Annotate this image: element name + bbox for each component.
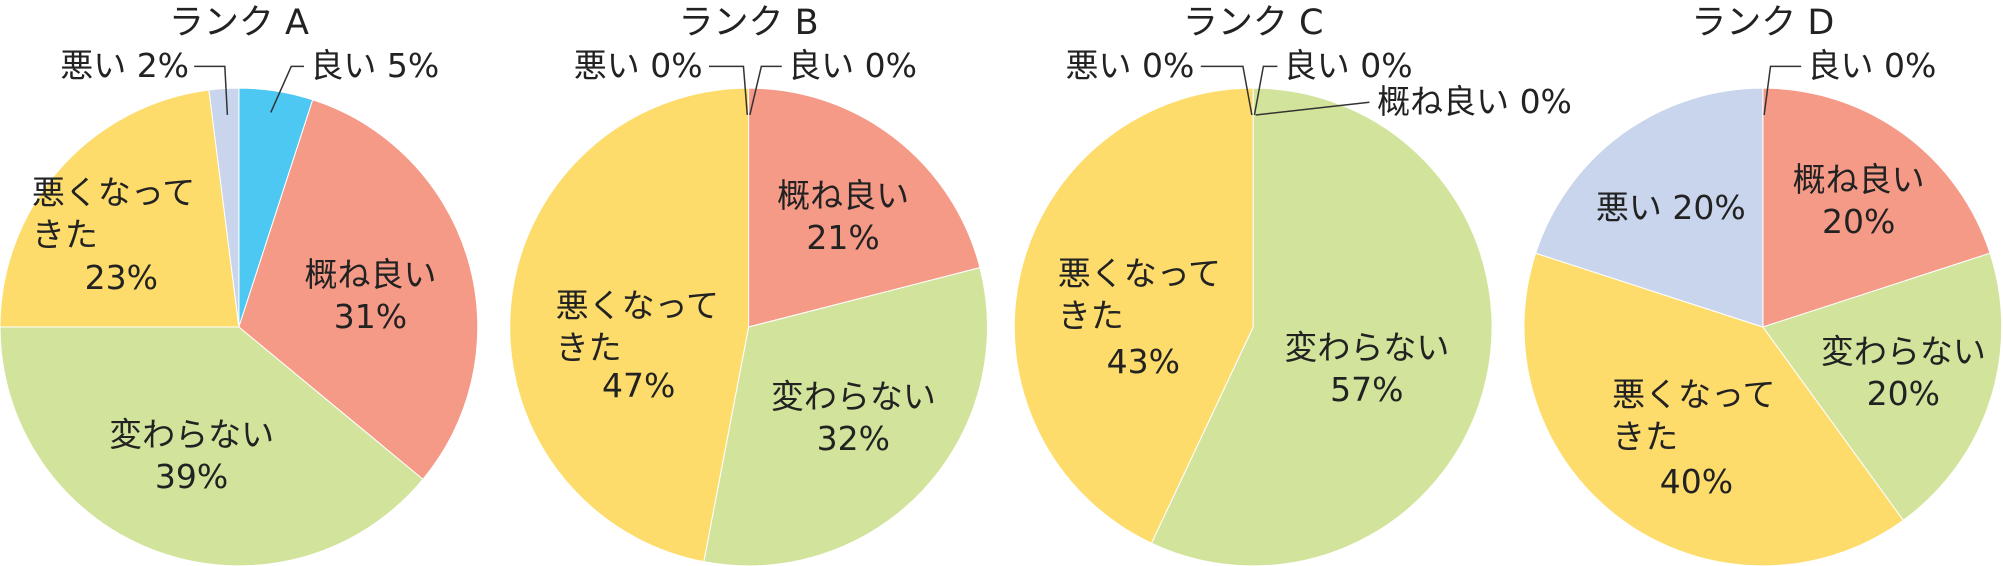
slice-value: 23% xyxy=(85,257,158,299)
slice-label: 概ね良い 0% xyxy=(1377,81,1572,123)
category-label: 悪い xyxy=(1595,188,1662,228)
value-label: 20% xyxy=(1672,188,1746,228)
category-label: 悪くなってきた xyxy=(555,285,720,367)
pie-slice xyxy=(509,87,750,563)
value-label: 0% xyxy=(1360,46,1413,86)
pie-slice xyxy=(238,99,479,480)
slice-label: 悪い 0% xyxy=(574,45,703,87)
slice-label: 変わらない 57% xyxy=(1284,327,1449,411)
slice-label: 変わらない 39% xyxy=(109,414,274,498)
value-label: 0% xyxy=(1519,82,1572,122)
category-label: 悪い xyxy=(60,46,127,86)
slice-label: 悪くなってきた xyxy=(32,172,207,256)
pie-slice xyxy=(0,326,424,566)
category-label: 良い xyxy=(1807,46,1874,86)
category-label: 悪くなってきた xyxy=(31,173,196,255)
chart-title: ランク C xyxy=(1182,2,1324,43)
leader-line xyxy=(708,65,749,116)
value-label: 57% xyxy=(1330,370,1404,410)
category-label: 悪くなってきた xyxy=(1612,375,1776,457)
value-label: 21% xyxy=(806,218,880,258)
value-label: 40% xyxy=(1659,461,1734,501)
slice-label: 良い 0% xyxy=(1808,45,1937,87)
category-label: 概ね良い xyxy=(777,176,910,216)
category-label: 悪くなってきた xyxy=(1057,253,1222,335)
slice-label: 悪くなってきた xyxy=(1612,374,1787,458)
slice-label: 悪くなってきた xyxy=(1058,253,1233,337)
value-label: 43% xyxy=(1106,341,1180,381)
pie-slice xyxy=(1762,252,2003,521)
leader-line xyxy=(1253,65,1278,116)
pie-slice xyxy=(0,89,240,328)
slice-value: 40% xyxy=(1660,461,1733,503)
category-label: 変わらない xyxy=(1284,328,1450,368)
category-label: 変わらない xyxy=(770,376,936,416)
pie-slice xyxy=(1535,87,1764,328)
slice-label: 概ね良い 31% xyxy=(304,254,436,338)
slice-label: 変わらない 20% xyxy=(1821,331,1986,415)
value-label: 20% xyxy=(1821,201,1896,241)
chart-title: ランク A xyxy=(168,2,309,43)
category-label: 悪い xyxy=(573,46,640,86)
value-label: 2% xyxy=(136,46,190,86)
category-label: 変わらない xyxy=(109,415,275,455)
pie-slice xyxy=(748,87,981,328)
value-label: 0% xyxy=(650,46,703,86)
leader-line xyxy=(1255,101,1370,116)
slice-label: 良い 0% xyxy=(788,45,917,87)
category-label: 良い xyxy=(1283,46,1350,86)
category-label: 概ね良い xyxy=(304,255,437,295)
slice-label: 概ね良い 20% xyxy=(1793,159,1925,243)
category-label: 概ね良い xyxy=(1377,82,1510,122)
leader-line xyxy=(194,65,229,116)
value-label: 20% xyxy=(1866,374,1941,413)
category-label: 概ね良い xyxy=(1792,159,1925,199)
slice-value: 43% xyxy=(1107,341,1180,383)
slice-label: 悪い 20% xyxy=(1596,187,1746,229)
value-label: 39% xyxy=(154,457,229,497)
slice-label: 悪い 0% xyxy=(1066,45,1195,87)
slice-label: 概ね良い 21% xyxy=(777,175,909,259)
pie-slice xyxy=(208,87,240,328)
slice-label: 良い 0% xyxy=(1284,45,1413,87)
pie-slice xyxy=(1013,87,1254,544)
value-label: 0% xyxy=(1884,46,1937,86)
leader-line xyxy=(1763,65,1802,116)
pie-slice xyxy=(1762,87,1991,328)
leader-line xyxy=(749,65,782,116)
pie-slice xyxy=(703,267,988,566)
slice-label: 悪くなってきた xyxy=(556,285,731,369)
value-label: 31% xyxy=(333,297,408,337)
leader-line xyxy=(1200,65,1253,116)
value-label: 5% xyxy=(386,46,440,86)
chart-title: ランク B xyxy=(678,2,819,43)
slice-label: 良い 5% xyxy=(310,45,439,87)
value-label: 0% xyxy=(1142,46,1195,86)
pie-slice xyxy=(1150,87,1493,566)
value-label: 0% xyxy=(864,46,918,86)
category-label: 悪い xyxy=(1065,46,1132,86)
slice-label: 悪い 2% xyxy=(60,45,189,87)
chart-title: ランク D xyxy=(1691,2,1835,43)
slice-value: 47% xyxy=(602,365,675,407)
category-label: 良い xyxy=(310,46,377,86)
category-label: 良い xyxy=(788,46,855,86)
value-label: 32% xyxy=(816,418,890,458)
category-label: 変わらない xyxy=(1820,332,1986,371)
value-label: 47% xyxy=(602,365,676,405)
slice-label: 変わらない 32% xyxy=(771,376,936,460)
pie-slice xyxy=(1523,252,1904,566)
value-label: 23% xyxy=(84,258,159,298)
leader-line xyxy=(270,65,305,113)
